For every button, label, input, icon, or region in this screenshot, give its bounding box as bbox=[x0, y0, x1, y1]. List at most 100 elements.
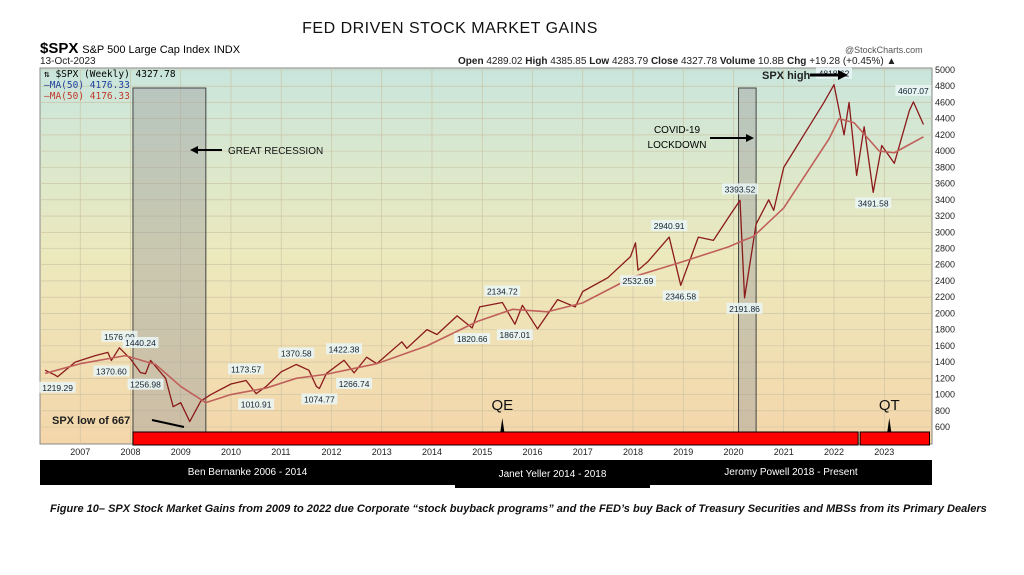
x-tick-label: 2020 bbox=[723, 447, 743, 457]
y-tick-label: 2000 bbox=[935, 308, 955, 318]
ohlc-value-volume: 10.8B bbox=[758, 56, 787, 67]
ohlc-value-high: 4385.85 bbox=[550, 56, 590, 67]
y-tick-label: 4400 bbox=[935, 114, 955, 124]
covid-arrowhead bbox=[746, 134, 754, 142]
y-tick-label: 600 bbox=[935, 422, 950, 432]
y-tick-label: 1600 bbox=[935, 341, 955, 351]
value-label-box bbox=[93, 365, 130, 377]
ma50-line bbox=[44, 117, 924, 404]
ohlc-value-low: 4283.79 bbox=[612, 56, 651, 67]
value-label: 1820.66 bbox=[457, 334, 488, 344]
value-label-box bbox=[620, 275, 657, 287]
x-tick-label: 2013 bbox=[372, 447, 392, 457]
value-label-box bbox=[816, 67, 853, 79]
qe-label: QE bbox=[491, 397, 513, 414]
value-label: 1422.38 bbox=[329, 344, 360, 354]
ohlc-readout: Open 4289.02 High 4385.85 Low 4283.79 Cl… bbox=[458, 56, 896, 67]
qe-marker bbox=[500, 418, 505, 432]
source-credit: @StockCharts.com bbox=[845, 45, 923, 55]
value-label: 2346.58 bbox=[665, 291, 696, 301]
symbol: $SPX bbox=[40, 40, 79, 57]
x-tick-label: 2012 bbox=[321, 447, 341, 457]
spx-high-arrowhead bbox=[838, 70, 848, 80]
y-tick-label: 1800 bbox=[935, 325, 955, 335]
value-label: 1173.57 bbox=[231, 364, 261, 374]
value-label: 1370.60 bbox=[96, 366, 127, 376]
y-tick-label: 4600 bbox=[935, 97, 955, 107]
legend-ma-red: —MA(50) 4176.33 bbox=[44, 91, 130, 102]
ohlc-key-close: Close bbox=[650, 56, 681, 67]
ohlc-key-volume: Volume bbox=[719, 56, 759, 67]
value-label-box bbox=[651, 220, 688, 232]
y-tick-label: 3200 bbox=[935, 211, 955, 221]
x-tick-label: 2008 bbox=[120, 447, 140, 457]
y-tick-label: 4800 bbox=[935, 81, 955, 91]
value-label: 1256.98 bbox=[130, 380, 161, 390]
fed-bar-segment-2 bbox=[859, 431, 930, 446]
ohlc-key-open: Open bbox=[458, 56, 487, 67]
y-tick-label: 4000 bbox=[935, 146, 955, 156]
chart-date: 13-Oct-2023 bbox=[40, 56, 96, 67]
x-tick-label: 2011 bbox=[271, 447, 290, 457]
spx-high-label: SPX high bbox=[762, 70, 811, 82]
value-label-box bbox=[228, 363, 265, 375]
value-label-box bbox=[39, 381, 76, 393]
y-tick-label: 3000 bbox=[935, 227, 955, 237]
x-tick-label: 2016 bbox=[522, 447, 542, 457]
symbol-header: $SPX S&P 500 Large Cap Index INDX bbox=[40, 40, 240, 57]
chair-bernanke: Ben Bernanke 2006 - 2014 bbox=[40, 460, 455, 485]
x-tick-label: 2015 bbox=[472, 447, 492, 457]
y-tick-label: 3400 bbox=[935, 195, 955, 205]
y-tick-label: 800 bbox=[935, 406, 950, 416]
shaded-period-1 bbox=[738, 87, 757, 445]
value-label: 2191.86 bbox=[729, 304, 760, 314]
value-label-box bbox=[127, 378, 164, 390]
x-tick-label: 2022 bbox=[824, 447, 844, 457]
value-label: 1867.01 bbox=[500, 330, 531, 340]
recession-label: GREAT RECESSION bbox=[228, 146, 323, 157]
ohlc-value-close: 4327.78 bbox=[680, 56, 720, 67]
chair-yellen: Janet Yeller 2014 - 2018 bbox=[455, 460, 650, 488]
x-tick-label: 2010 bbox=[221, 447, 241, 457]
value-label-box bbox=[454, 332, 491, 344]
value-label-box bbox=[722, 183, 759, 195]
value-label: 4607.07 bbox=[898, 86, 929, 96]
y-tick-label: 2800 bbox=[935, 244, 955, 254]
qt-marker bbox=[887, 418, 892, 432]
value-label: 1370.58 bbox=[281, 348, 312, 358]
spx-low-arrow bbox=[151, 419, 185, 428]
recession-arrowhead bbox=[190, 146, 198, 154]
value-label: 1219.29 bbox=[42, 383, 73, 393]
figure-caption: Figure 10– SPX Stock Market Gains from 2… bbox=[50, 503, 987, 515]
value-label: 2532.69 bbox=[623, 276, 654, 286]
value-label-box bbox=[496, 329, 533, 341]
value-label-box bbox=[336, 377, 373, 389]
y-tick-label: 3600 bbox=[935, 179, 955, 189]
value-label: 3491.58 bbox=[858, 198, 889, 208]
value-label-box bbox=[855, 197, 892, 209]
chart-title: FED DRIVEN STOCK MARKET GAINS bbox=[302, 20, 598, 37]
value-label: 1576.09 bbox=[104, 332, 135, 342]
value-label: 1074.77 bbox=[304, 394, 335, 404]
value-label: 2940.91 bbox=[654, 221, 685, 231]
covid-label-1: COVID-19 bbox=[654, 125, 701, 136]
x-tick-label: 2009 bbox=[171, 447, 191, 457]
index-name: S&P 500 Large Cap Index bbox=[82, 44, 210, 56]
value-label: 1010.91 bbox=[241, 400, 272, 410]
x-tick-label: 2007 bbox=[70, 447, 90, 457]
y-tick-label: 2400 bbox=[935, 276, 955, 286]
covid-label-2: LOCKDOWN bbox=[648, 140, 707, 151]
price-line bbox=[44, 84, 925, 423]
value-label: 2134.72 bbox=[487, 286, 518, 296]
y-tick-label: 4200 bbox=[935, 130, 955, 140]
ohlc-value-open: 4289.02 bbox=[486, 56, 526, 67]
ohlc-value-chg: +19.28 (+0.45%) ▲ bbox=[809, 56, 897, 67]
x-tick-label: 2021 bbox=[774, 447, 794, 457]
price-chart: 600 800 1000 1200 1400 1600 1800 2000 2200 2400 26… bbox=[39, 65, 955, 457]
value-label-box bbox=[326, 343, 363, 355]
legend-price: ⇅ $SPX (Weekly) 4327.78 bbox=[44, 69, 176, 80]
y-tick-label: 3800 bbox=[935, 162, 955, 172]
value-label-box bbox=[484, 285, 521, 297]
value-label-box bbox=[122, 336, 159, 348]
ohlc-key-chg: Chg bbox=[786, 56, 810, 67]
